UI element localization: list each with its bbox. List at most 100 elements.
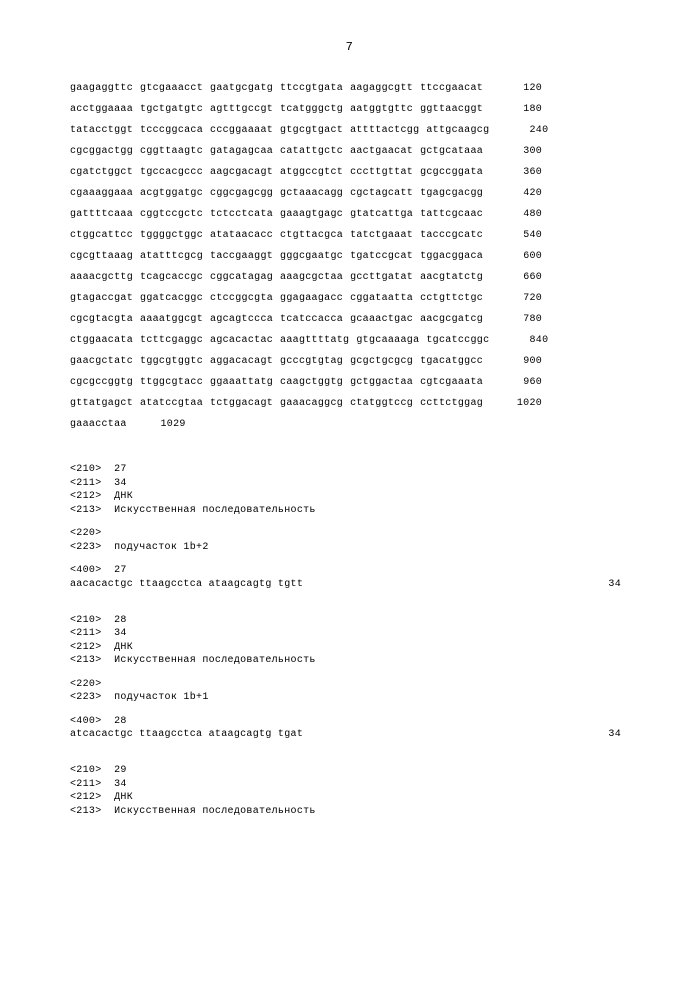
sequence-position: 540 xyxy=(507,231,542,241)
sequence-groups: cgcgttaaagatatttcgcgtaccgaaggtgggcgaatgc… xyxy=(70,252,483,262)
sequence-line: cgcgtacgta aaaatggcgt agcagtccca tcatccacca… xyxy=(70,315,629,325)
seq-length: 34 xyxy=(608,578,621,592)
sequence-line: gaagaggttcgtcgaaacctgaatgcgatgttccgtgata… xyxy=(70,84,629,94)
sequence-line: gattttcaaacggtccgctctctcctcatagaaagtgagc… xyxy=(70,210,629,220)
sequence-group: ggaaattatg xyxy=(210,378,273,388)
sequence-group: aggacacagt xyxy=(210,357,273,367)
meta-213: <213> Искусственная последовательность xyxy=(70,654,629,668)
sequence-group: aaagttttatg xyxy=(280,336,349,346)
sequence-groups: ctggaacatatcttcgaggcagcacactacaaagttttat… xyxy=(70,336,489,346)
sequence-group: tggcgtggtc xyxy=(140,357,203,367)
sequence-line: ctggaacatatcttcgaggcagcacactacaaagttttat… xyxy=(70,336,629,346)
sequence-group: aagcgacagt xyxy=(210,168,273,178)
sequence-line: cgaaaggaaaacgtggatgccggcgagcgggctaaacagg… xyxy=(70,189,629,199)
sequence-group: aaaacgcttg xyxy=(70,273,133,283)
meta-211: <211> 34 xyxy=(70,477,629,491)
sequence-groups: cgcgtacgta aaaatggcgt agcagtccca tcatccacca… xyxy=(70,315,483,325)
entry-29-block: <210> 29 <211> 34 <212> ДНК <213> Искусс… xyxy=(70,764,629,818)
sequence-group: tgagcgacgg xyxy=(420,189,483,199)
sequence-group: cgcgtacgta xyxy=(70,315,133,325)
sequence-group: gctggactaa xyxy=(350,378,413,388)
meta-212: <212> ДНК xyxy=(70,641,629,655)
sequence-position: 300 xyxy=(507,147,542,157)
sequence-groups: tatacctggttcccggcacacccggaaaatgtgcgtgact… xyxy=(70,126,489,136)
sequence-group: attttactcgg xyxy=(350,126,419,136)
sequence-group: aaaatggcgt xyxy=(140,315,203,325)
sequence-group: agcagtccca xyxy=(210,315,273,325)
meta-210: <210> 28 xyxy=(70,614,629,628)
sequence-groups: gaacgctatctggcgtggtcaggacacagtgcccgtgtag… xyxy=(70,357,483,367)
meta-223: <223> подучасток 1b+2 xyxy=(70,541,629,555)
meta-213: <213> Искусственная последовательность xyxy=(70,504,629,518)
sequence-group: attgcaagcg xyxy=(426,126,489,136)
entry-27-block: <210> 27 <211> 34 <212> ДНК <213> Искусс… xyxy=(70,463,629,592)
sequence-group: tcagcaccgc xyxy=(140,273,203,283)
sequence-group: gaagaggttc xyxy=(70,84,133,94)
sequence-group: aacgtatctg xyxy=(420,273,483,283)
sequence-groups: ctggcattcctggggctggcatataacaccctgttacgca… xyxy=(70,231,483,241)
sequence-group: cgaaaggaaa xyxy=(70,189,133,199)
sequence-group: cgatctggct xyxy=(70,168,133,178)
sequence-group: atatccgtaa xyxy=(140,399,203,409)
sequence-group: aatggtgttc xyxy=(350,105,413,115)
meta-213: <213> Искусственная последовательность xyxy=(70,805,629,819)
sequence-group: cctgttctgc xyxy=(420,294,483,304)
page: 7 gaagaggttcgtcgaaacctgaatgcgatgttccgtga… xyxy=(0,0,684,848)
sequence-position: 180 xyxy=(507,105,542,115)
sequence-group: tgccacgccc xyxy=(140,168,203,178)
sequence-group: ctggaacata xyxy=(70,336,133,346)
sequence-group: gctaaacagg xyxy=(280,189,343,199)
sequence-group: ggagaagacc xyxy=(280,294,343,304)
sequence-group: acctggaaaa xyxy=(70,105,133,115)
sequence-groups: cgcggactggcggttaagtcgatagagcaacatattgctc… xyxy=(70,147,483,157)
sequence-group: tctcctcata xyxy=(210,210,273,220)
sequence-group: gaaacctaa xyxy=(70,420,127,430)
sequence-group: gtgcaaaaga xyxy=(356,336,419,346)
sequence-group: tattcgcaac xyxy=(420,210,483,220)
sequence-groups: gattttcaaacggtccgctctctcctcatagaaagtgagc… xyxy=(70,210,483,220)
sequence-position: 120 xyxy=(507,84,542,94)
sequence-group: gattttcaaa xyxy=(70,210,133,220)
seq-text: atcacactgc ttaagcctca ataagcagtg tgat xyxy=(70,728,303,742)
sequence-position: 240 xyxy=(513,126,548,136)
sequence-position: 660 xyxy=(507,273,542,283)
sequence-group: ttccgaacat xyxy=(420,84,483,94)
sequence-groups: cgatctggcttgccacgcccaagcgacagtatggccgtct… xyxy=(70,168,483,178)
sequence-group: cggataatta xyxy=(350,294,413,304)
sequence-group: gcgccggata xyxy=(420,168,483,178)
sequence-line: gttatgagctatatccgtaatctggacagtgaaacaggcg… xyxy=(70,399,629,409)
sequence-group: tcatccacca xyxy=(280,315,343,325)
sequence-group: cccggaaaat xyxy=(210,126,273,136)
entry-28-block: <210> 28 <211> 34 <212> ДНК <213> Искусс… xyxy=(70,614,629,743)
sequence-group: cggttaagtc xyxy=(140,147,203,157)
meta-210: <210> 27 xyxy=(70,463,629,477)
sequence-position: 600 xyxy=(507,252,542,262)
sequence-group: ggatcacggc xyxy=(140,294,203,304)
sequence-group: atataacacc xyxy=(210,231,273,241)
seq-text: aacacactgc ttaagcctca ataagcagtg tgtt xyxy=(70,578,303,592)
meta-212: <212> ДНК xyxy=(70,791,629,805)
page-number: 7 xyxy=(70,40,629,54)
sequence-group: gggcgaatgc xyxy=(280,252,343,262)
meta-400: <400> 28 xyxy=(70,715,629,729)
meta-400: <400> 27 xyxy=(70,564,629,578)
sequence-group: tgacatggcc xyxy=(420,357,483,367)
sequence-group: agcacactac xyxy=(210,336,273,346)
sequence-group: tatctgaaat xyxy=(350,231,413,241)
sequence-group: gcccgtgtag xyxy=(280,357,343,367)
meta-223: <223> подучасток 1b+1 xyxy=(70,691,629,705)
sequence-group: cgcgccggtg xyxy=(70,378,133,388)
sequence-group: ctgttacgca xyxy=(280,231,343,241)
sequence-groups: gttatgagctatatccgtaatctggacagtgaaacaggcg… xyxy=(70,399,483,409)
sequence-group: gaatgcgatg xyxy=(210,84,273,94)
sequence-line: gaaacctaa1029 xyxy=(70,420,629,430)
sequence-line: cgcggactggcggttaagtcgatagagcaacatattgctc… xyxy=(70,147,629,157)
sequence-group: atatttcgcg xyxy=(140,252,203,262)
sequence-groups: acctggaaaatgctgatgtcagtttgccgttcatgggctg… xyxy=(70,105,483,115)
sequence-group: gctgcataaa xyxy=(420,147,483,157)
meta-210: <210> 29 xyxy=(70,764,629,778)
sequence-group: gcaaactgac xyxy=(350,315,413,325)
sequence-group: gcgctgcgcg xyxy=(350,357,413,367)
sequence-group: gtgcgtgact xyxy=(280,126,343,136)
sequence-group: ctccggcgta xyxy=(210,294,273,304)
